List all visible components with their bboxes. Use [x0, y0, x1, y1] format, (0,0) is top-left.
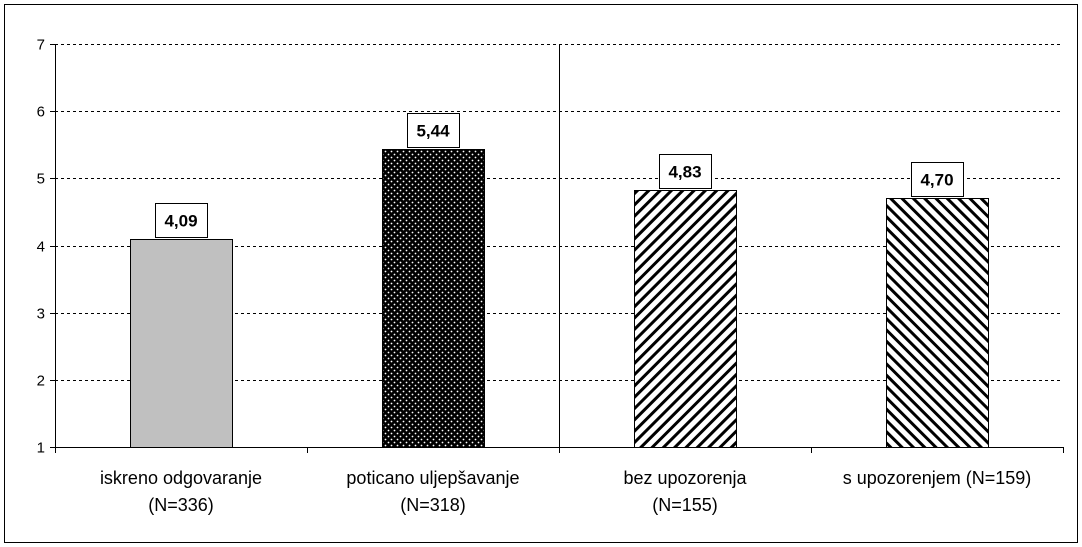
- bar-2: [382, 149, 485, 448]
- data-label-box: [407, 113, 460, 148]
- x-category-label: iskreno odgovaranje: [100, 468, 262, 488]
- x-category-label: (N=318): [400, 495, 466, 515]
- data-label: 5,44: [416, 122, 450, 141]
- y-tick-label: 5: [37, 171, 45, 188]
- bar-3: [634, 190, 737, 448]
- data-label-box: [911, 162, 964, 197]
- y-tick-label: 6: [37, 104, 45, 121]
- data-label-box: [155, 203, 208, 238]
- y-tick-label: 7: [37, 37, 45, 54]
- labels: 4,09 iskreno odgovaranje (N=336) 5,44 potica…: [100, 113, 1032, 515]
- bar-4: [886, 198, 989, 448]
- y-tick-label: 2: [37, 373, 45, 390]
- x-category-label: (N=155): [652, 495, 718, 515]
- y-tick-label: 4: [37, 239, 45, 256]
- y-tick-label: 3: [37, 306, 45, 323]
- data-label: 4,83: [668, 163, 701, 182]
- x-category-label: (N=336): [148, 495, 214, 515]
- bars: [130, 149, 989, 448]
- data-label: 4,70: [920, 171, 953, 190]
- data-label-box: [659, 154, 712, 189]
- x-category-label: poticano uljepšavanje: [346, 468, 519, 488]
- x-category-label: s upozorenjem (N=159): [843, 468, 1032, 488]
- y-tick-label: 1: [37, 440, 45, 457]
- data-label: 4,09: [164, 212, 197, 231]
- bar-1: [130, 239, 233, 448]
- x-category-label: bez upozorenja: [623, 468, 747, 488]
